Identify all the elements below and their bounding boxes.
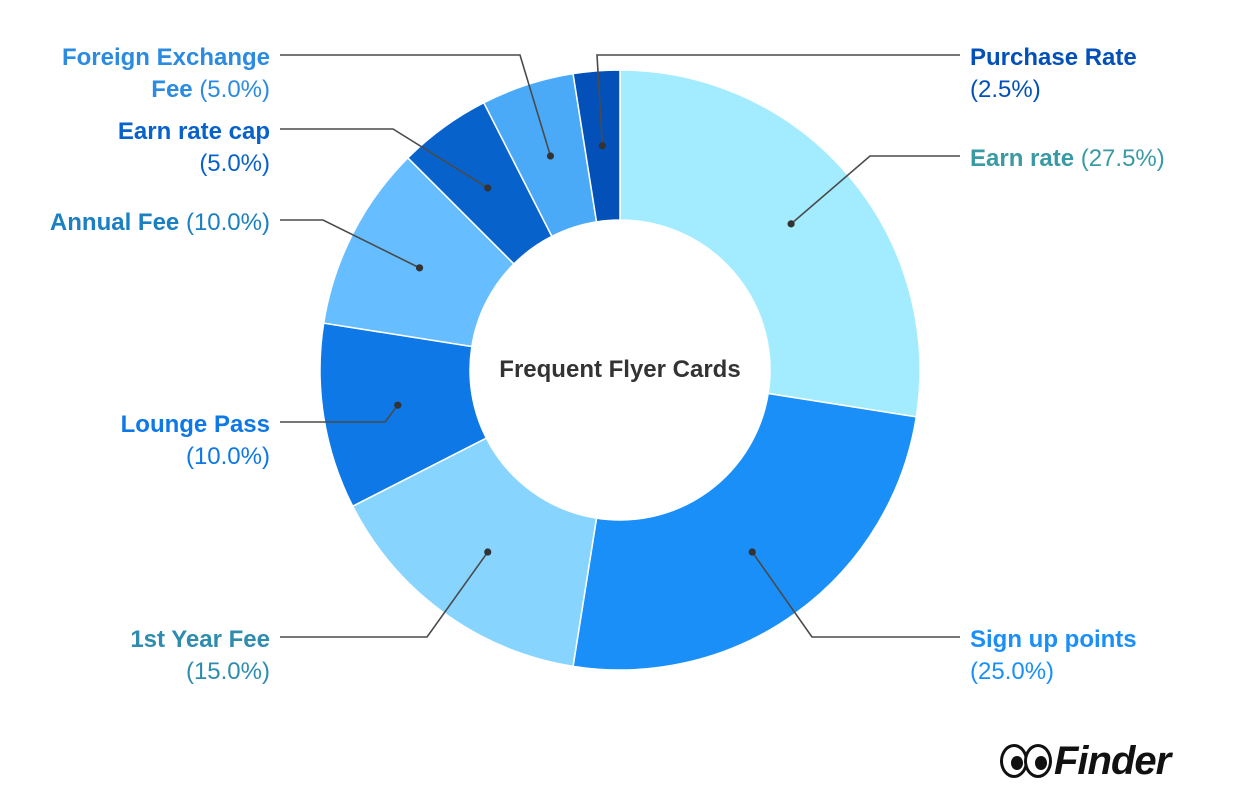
label-sign-up-points: Sign up points	[970, 626, 1137, 653]
leader-dot-earn-rate	[787, 220, 795, 228]
label-pct-lounge-pass: (10.0%)	[186, 443, 270, 470]
leader-line-1st-year-fee	[280, 551, 489, 638]
leader-line-purchase-rate	[596, 54, 960, 146]
label-pct-purchase-rate: (2.5%)	[970, 76, 1041, 103]
labels-group: Earn rate (27.5%) Sign up points (25.0%) 1s…	[50, 44, 1165, 685]
label-earn-rate-cap: Earn rate cap	[118, 118, 270, 145]
leader-lines-group	[280, 54, 960, 638]
leader-line-foreign-exchange-fee	[280, 54, 552, 157]
label-1st-year-fee: 1st Year Fee	[130, 626, 270, 653]
center-label: Frequent Flyer Cards	[499, 356, 740, 383]
label-pct-earn-rate-cap: (5.0%)	[199, 150, 270, 177]
leader-line-sign-up-points	[751, 551, 960, 638]
label-pct-1st-year-fee: (15.0%)	[186, 658, 270, 685]
leader-dot-lounge-pass	[394, 401, 402, 409]
finder-logo: Finder	[1000, 736, 1171, 786]
leader-line-earn-rate-cap	[280, 128, 489, 189]
leader-dot-purchase-rate	[598, 142, 606, 150]
label-annual-fee: Annual Fee (10.0%)	[50, 209, 270, 236]
label-foreign-exchange-fee: Foreign Exchange	[62, 44, 270, 71]
label-lounge-pass: Lounge Pass	[121, 411, 270, 438]
finder-eyes-icon	[1000, 744, 1052, 778]
slice-1st-year-fee	[351, 437, 598, 668]
leader-dot-sign-up-points	[748, 548, 756, 556]
label-earn-rate: Earn rate (27.5%)	[970, 145, 1165, 172]
leader-line-lounge-pass	[280, 404, 399, 423]
slice-earn-rate	[619, 69, 921, 418]
finder-logo-text: Finder	[1054, 738, 1171, 783]
leader-dot-1st-year-fee	[484, 548, 492, 556]
label-foreign-exchange-fee: Fee (5.0%)	[151, 76, 270, 103]
leader-line-annual-fee	[280, 219, 420, 269]
leader-dot-annual-fee	[415, 264, 424, 272]
label-pct-sign-up-points: (25.0%)	[970, 658, 1054, 685]
slice-purchase-rate	[572, 69, 621, 223]
slice-sign-up-points	[572, 392, 918, 671]
leader-line-earn-rate	[790, 155, 960, 225]
leader-dot-foreign-exchange-fee	[546, 152, 555, 160]
label-purchase-rate: Purchase Rate	[970, 44, 1137, 71]
leader-dot-earn-rate-cap	[484, 184, 492, 192]
